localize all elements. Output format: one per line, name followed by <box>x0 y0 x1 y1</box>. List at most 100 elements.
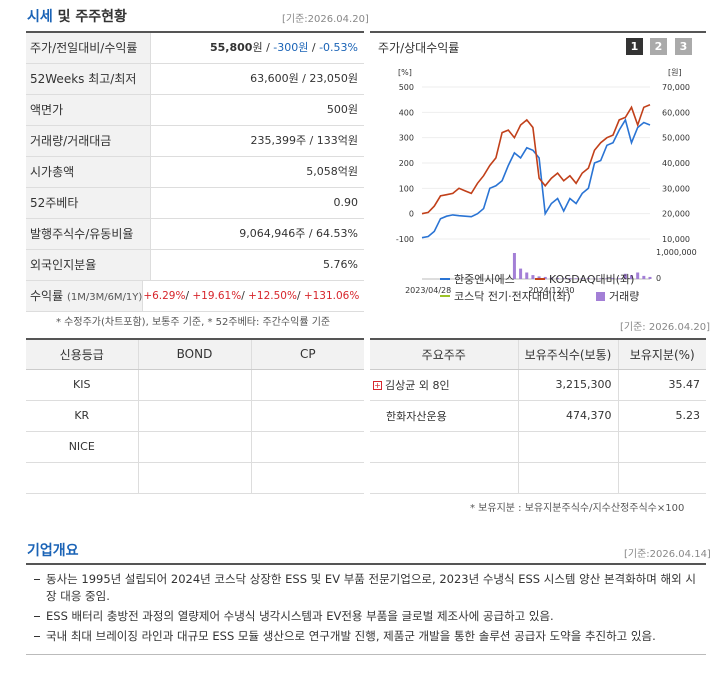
section-title-rest: 및 주주현황 <box>52 9 127 25</box>
cp-rating <box>250 431 364 463</box>
volume-bar <box>568 277 572 279</box>
volume-bar <box>549 277 553 279</box>
holder-pct: 35.47 <box>617 369 706 401</box>
table-row: KR <box>26 400 364 432</box>
legend-item-stock[interactable]: 한중엔시에스 <box>440 271 515 287</box>
row-value: 63,600원 / 23,050원 <box>250 72 358 85</box>
overview-item: 국내 최대 브레이징 라인과 대규모 ESS 모듈 생산으로 연구개발 진행, … <box>32 628 702 645</box>
row-label: 52Weeks 최고/최저 <box>26 64 151 94</box>
right-tick-label: 50,000 <box>662 134 690 143</box>
row-label: 52주베타 <box>26 188 151 218</box>
row-value: 5,058억원 <box>306 165 358 178</box>
legend-label: 거래량 <box>609 290 640 303</box>
volume-bar <box>562 278 566 279</box>
reference-date: [기준:2026.04.20] <box>282 14 369 25</box>
row-value: 500원 <box>326 103 358 116</box>
price-unit: 원 <box>252 41 263 54</box>
volume-bar <box>543 276 547 279</box>
market-cap-row: 시가총액 5,058억원 <box>26 157 364 188</box>
series-line <box>421 103 651 215</box>
holder-name-cell: 한화자산운용 <box>370 400 518 432</box>
table-row: NICE <box>26 431 364 463</box>
chart-tab-2[interactable]: 2 <box>650 38 667 55</box>
holder-name[interactable]: 김상균 외 8인 <box>385 378 450 392</box>
legend-label: 한중엔시에스 <box>454 273 515 286</box>
expand-icon[interactable]: + <box>373 381 382 390</box>
volume-bar <box>593 278 597 279</box>
price-chart: [%] [원] 500 400 300 200 100 0 -100 70,000 60,00… <box>396 68 697 295</box>
volume-bar <box>525 272 529 279</box>
volume-row: 거래량/거래대금 235,399주 / 133억원 <box>26 126 364 157</box>
chart-tab-1[interactable]: 1 <box>626 38 643 55</box>
bond-rating <box>137 462 251 494</box>
legend-item-volume[interactable]: 거래량 <box>596 288 639 304</box>
table-row <box>370 462 706 494</box>
row-label: 액면가 <box>26 95 151 125</box>
legend-item-sector[interactable]: 코스닥 전기·전자대비(좌) <box>440 288 571 304</box>
return-6m: +12.50% <box>248 290 297 302</box>
row-label: 발행주식수/유동비율 <box>26 219 151 249</box>
volume-bar <box>531 275 535 279</box>
legend-label: 코스닥 전기·전자대비(좌) <box>454 290 571 303</box>
volume-bar <box>599 278 603 279</box>
volume-tick-label: 0 <box>656 274 661 283</box>
col-header: 주요주주 <box>370 339 518 370</box>
col-header: 신용등급 <box>26 339 138 370</box>
legend-swatch <box>440 295 450 297</box>
volume-bar <box>512 253 516 279</box>
volume-bar <box>623 273 627 279</box>
row-value: 5.76% <box>323 258 358 271</box>
cp-rating <box>250 369 364 401</box>
return-3m: +19.61% <box>192 290 242 302</box>
holder-shares: 3,215,300 <box>517 369 618 401</box>
right-tick-label: 10,000 <box>662 235 690 244</box>
row-label: 주가/전일대비/수익률 <box>26 33 151 63</box>
volume-bar <box>605 278 609 279</box>
section-title: 시세 및 주주현황 <box>27 6 127 26</box>
cp-rating <box>250 400 364 432</box>
rating-agency: KR <box>26 400 138 432</box>
table-row: KIS <box>26 369 364 401</box>
left-tick-label: -100 <box>396 235 414 244</box>
holder-shares: 474,370 <box>517 400 618 432</box>
table-row <box>370 431 706 463</box>
volume-tick-label: 1,000,000 <box>656 248 697 257</box>
right-tick-label: 60,000 <box>662 108 690 117</box>
holder-name <box>370 462 518 494</box>
left-tick-label: 0 <box>409 210 414 219</box>
par-value-row: 액면가 500원 <box>26 95 364 126</box>
chart-tab-3[interactable]: 3 <box>675 38 692 55</box>
x-tick-label: 2024/12/30 <box>528 286 574 295</box>
volume-bar <box>537 276 541 279</box>
volume-bar <box>648 276 652 279</box>
volume-bar <box>574 278 578 279</box>
holders-footnote: * 보유지분 : 보유지분주식수/지수산정주식수×100 <box>470 503 685 514</box>
holder-name-cell: + 김상균 외 8인 <box>370 369 518 401</box>
volume-bar <box>556 277 560 279</box>
return-1m: +6.29% <box>143 290 186 302</box>
chart-title: 주가/상대수익률 <box>378 41 460 55</box>
row-value: 235,399주 / 133억원 <box>250 134 358 147</box>
market-footnote: * 수정주가(차트포함), 보통주 기준, * 52주베타: 주간수익률 기준 <box>56 317 331 328</box>
change-rate: -0.53% <box>319 41 358 54</box>
volume-bar <box>617 278 621 279</box>
legend-swatch <box>535 278 545 280</box>
holder-pct <box>617 431 706 463</box>
legend-item-kosdaq[interactable]: KOSDAQ대비(좌) <box>535 271 634 287</box>
holders-reference-date: [기준: 2026.04.20] <box>620 322 711 333</box>
volume-bar <box>611 277 615 279</box>
price-row: 주가/전일대비/수익률 55,800원 / -300원 / -0.53% <box>26 33 364 64</box>
company-overview: 동사는 1995년 설립되어 2024년 코스닥 상장한 ESS 및 EV 부품… <box>26 563 706 655</box>
right-tick-label: 20,000 <box>662 210 690 219</box>
foreign-ratio-row: 외국인지분율 5.76% <box>26 250 364 281</box>
change-value: -300 <box>273 41 299 54</box>
legend-swatch <box>596 291 605 301</box>
overview-item: 동사는 1995년 설립되어 2024년 코스닥 상장한 ESS 및 EV 부품… <box>32 571 702 605</box>
volume-bar <box>630 275 634 279</box>
left-tick-label: 500 <box>399 83 414 92</box>
holder-pct: 5.23 <box>617 400 706 432</box>
right-axis-unit: [원] <box>668 68 682 77</box>
left-tick-label: 400 <box>399 108 414 117</box>
overview-title: 기업개요 <box>27 540 79 560</box>
volume-bar <box>580 278 584 279</box>
